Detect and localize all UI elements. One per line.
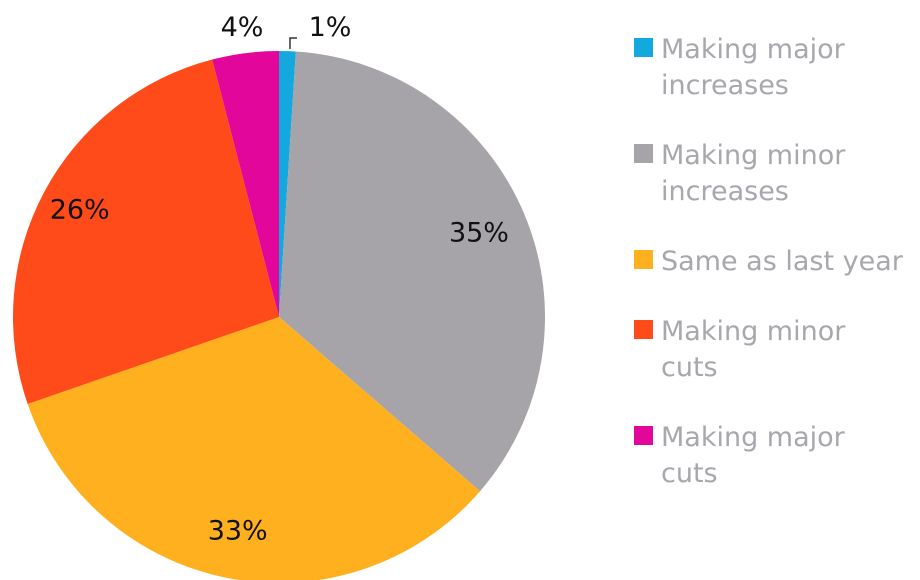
legend-label: Making minor increases	[661, 140, 846, 207]
pie-slice	[279, 51, 296, 317]
pie-slice	[279, 51, 546, 492]
slice-value-label: 4%	[221, 12, 264, 43]
legend-swatch	[634, 320, 653, 339]
legend-item: Making minor increases	[634, 138, 914, 210]
slice-value-label: 1%	[309, 12, 352, 43]
legend-item: Making minor cuts	[634, 314, 914, 386]
slice-value-label: 26%	[50, 195, 110, 226]
pie-slice	[12, 59, 280, 405]
legend-swatch	[634, 426, 653, 445]
legend-label: Making minor cuts	[661, 316, 846, 383]
legend-label: Making major cuts	[661, 422, 845, 489]
pie-slice	[27, 317, 481, 580]
slice-value-label: 35%	[449, 218, 509, 249]
legend-swatch	[634, 250, 653, 269]
legend-swatch	[634, 144, 653, 163]
legend: Making major increases Making minor incre…	[634, 32, 914, 492]
legend-swatch	[634, 38, 653, 57]
legend-item: Making major increases	[634, 32, 914, 104]
pie-slice	[212, 51, 279, 317]
legend-label: Same as last year	[661, 246, 903, 277]
legend-label: Making major increases	[661, 34, 845, 101]
legend-item: Making major cuts	[634, 420, 914, 492]
pie-chart: 1% 35% 33% 26% 4%	[12, 12, 546, 580]
slice-value-label: 33%	[208, 516, 268, 547]
leader-line	[289, 37, 297, 49]
legend-item: Same as last year	[634, 244, 914, 280]
